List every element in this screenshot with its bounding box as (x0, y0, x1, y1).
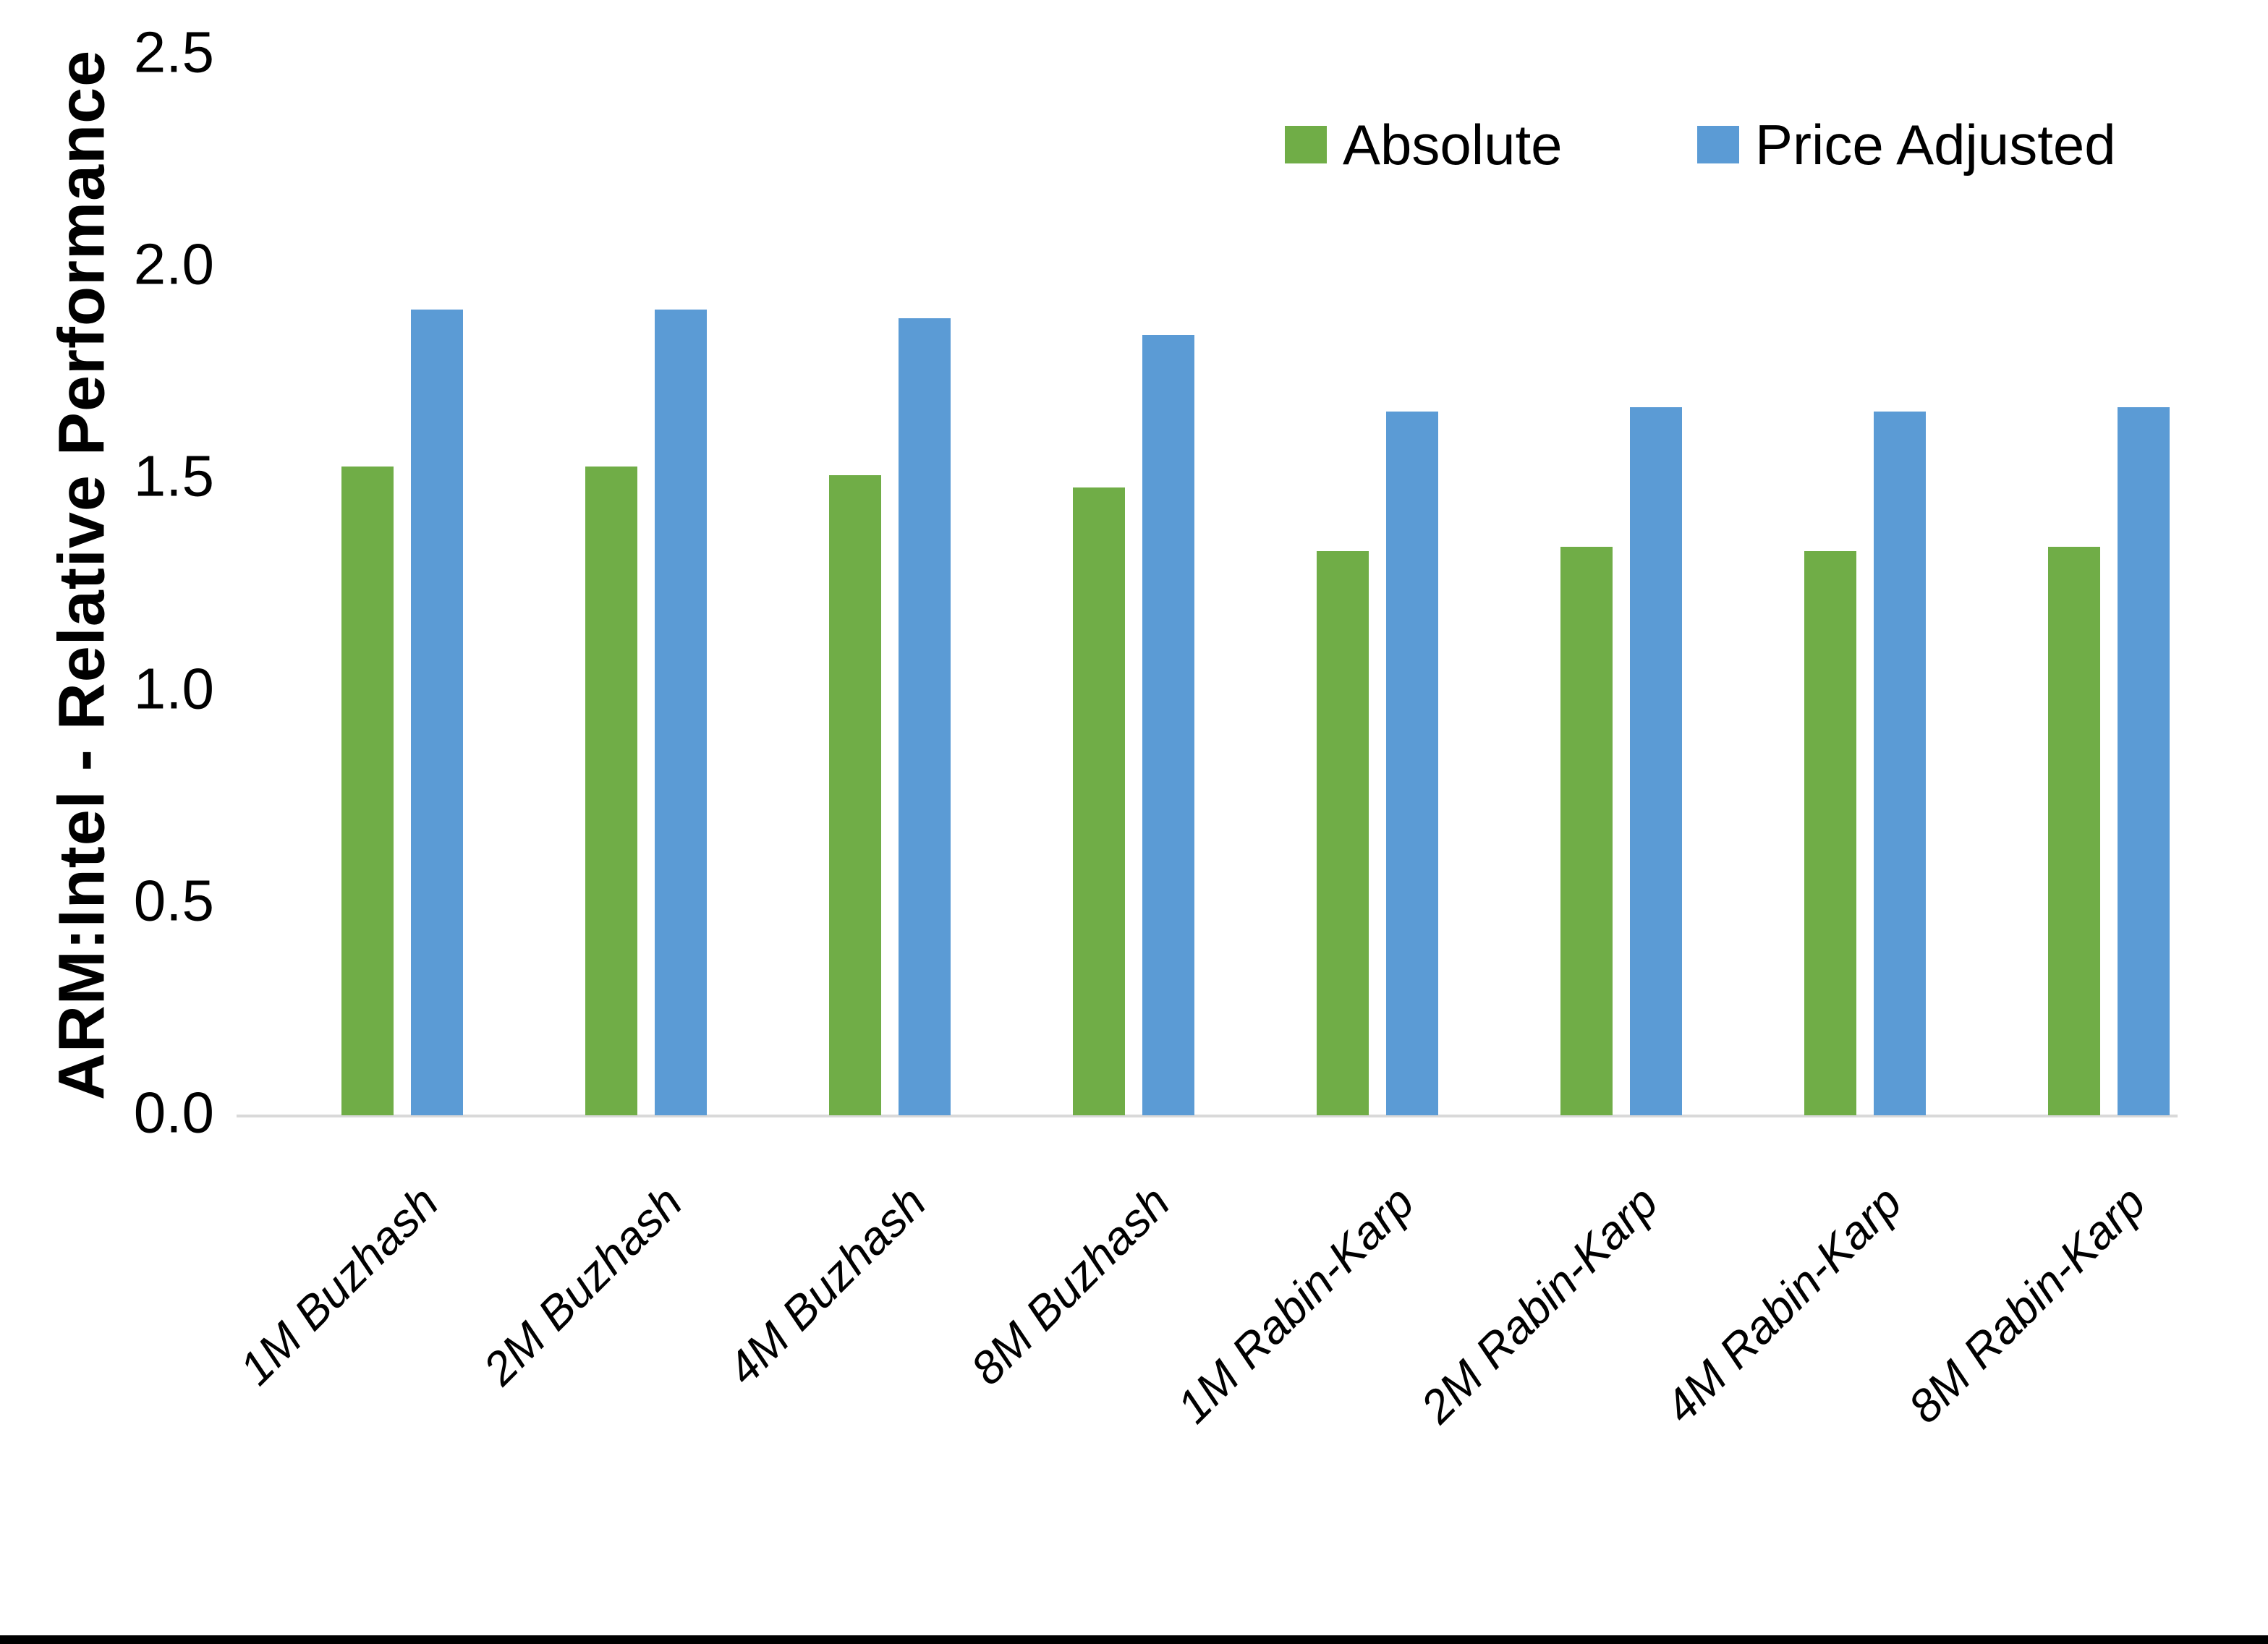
bar-absolute-2m-rabin-karp (1560, 547, 1613, 1115)
bar-absolute-2m-buzhash (585, 467, 637, 1115)
y-tick-label-1.5: 1.5 (133, 443, 214, 508)
bar-price-adjusted-8m-rabin-karp (2118, 407, 2170, 1115)
x-axis-line (237, 1115, 2178, 1117)
bar-absolute-4m-buzhash (829, 475, 881, 1115)
bottom-border (0, 1635, 2268, 1644)
x-label-4m-rabin-karp: 4M Rabin-Karp (1654, 1175, 1911, 1434)
bar-price-adjusted-2m-rabin-karp (1630, 407, 1682, 1115)
bar-price-adjusted-4m-buzhash (899, 318, 951, 1115)
legend-label-absolute: Absolute (1343, 112, 1563, 176)
legend: Absolute Price Adjusted (0, 108, 2268, 181)
bar-absolute-1m-buzhash (341, 467, 394, 1115)
legend-swatch-absolute (1285, 126, 1327, 163)
y-tick-label-2.5: 2.5 (133, 20, 214, 85)
y-tick-label-1.0: 1.0 (133, 655, 214, 720)
x-label-1m-rabin-karp: 1M Rabin-Karp (1166, 1175, 1424, 1434)
x-label-4m-buzhash: 4M Buzhash (717, 1175, 936, 1395)
bar-price-adjusted-1m-rabin-karp (1386, 412, 1438, 1115)
bar-price-adjusted-8m-buzhash (1142, 335, 1194, 1115)
legend-swatch-price-adjusted (1697, 126, 1739, 163)
legend-item-absolute: Absolute (1285, 113, 1563, 176)
bar-absolute-1m-rabin-karp (1317, 551, 1369, 1115)
bar-absolute-8m-buzhash (1073, 487, 1125, 1115)
bar-absolute-8m-rabin-karp (2048, 547, 2100, 1115)
bar-price-adjusted-1m-buzhash (411, 310, 463, 1115)
bar-price-adjusted-4m-rabin-karp (1874, 412, 1926, 1115)
y-tick-label-2.0: 2.0 (133, 231, 214, 297)
y-tick-label-0.5: 0.5 (133, 868, 214, 933)
y-tick-label-0.0: 0.0 (133, 1080, 214, 1145)
bar-price-adjusted-2m-buzhash (655, 310, 707, 1115)
y-axis-title: ARM:Intel - Relative Performance (46, 49, 119, 1101)
x-label-8m-rabin-karp: 8M Rabin-Karp (1898, 1175, 2155, 1434)
x-label-8m-buzhash: 8M Buzhash (961, 1175, 1180, 1395)
x-label-1m-buzhash: 1M Buzhash (229, 1175, 449, 1395)
legend-item-price-adjusted: Price Adjusted (1697, 113, 2116, 176)
bar-absolute-4m-rabin-karp (1804, 551, 1856, 1115)
x-label-2m-buzhash: 2M Buzhash (473, 1175, 692, 1395)
legend-label-price-adjusted: Price Adjusted (1755, 112, 2116, 176)
x-label-2m-rabin-karp: 2M Rabin-Karp (1410, 1175, 1668, 1434)
